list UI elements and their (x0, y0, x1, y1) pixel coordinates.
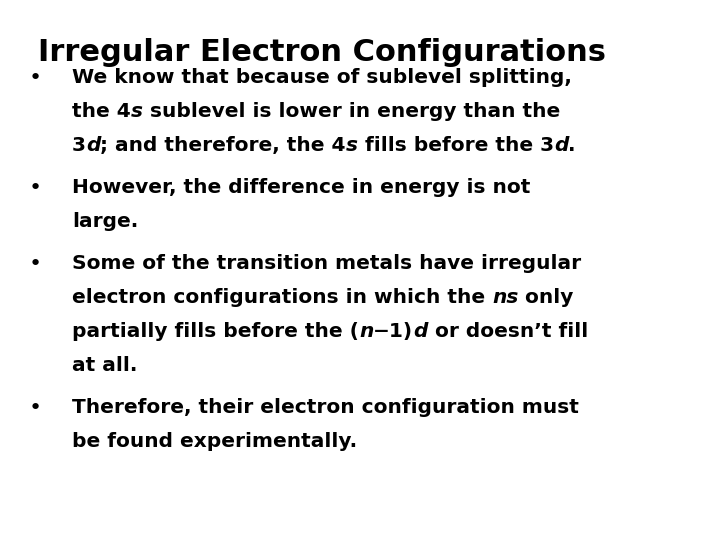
Text: large.: large. (72, 212, 138, 231)
Text: ; and therefore, the 4: ; and therefore, the 4 (100, 136, 346, 155)
Text: Therefore, their electron configuration must: Therefore, their electron configuration … (72, 398, 579, 417)
Text: electron configurations in which the: electron configurations in which the (72, 288, 492, 307)
Text: partially fills before the (: partially fills before the ( (72, 322, 359, 341)
Text: ns: ns (492, 288, 518, 307)
Text: only: only (518, 288, 574, 307)
Text: fills before the 3: fills before the 3 (358, 136, 554, 155)
Text: n: n (359, 322, 373, 341)
Text: be found experimentally.: be found experimentally. (72, 432, 357, 451)
Text: •: • (29, 68, 42, 88)
Text: or doesn’t fill: or doesn’t fill (428, 322, 588, 341)
Text: s: s (131, 102, 143, 121)
Text: sublevel is lower in energy than the: sublevel is lower in energy than the (143, 102, 560, 121)
Text: Irregular Electron Configurations: Irregular Electron Configurations (38, 38, 606, 67)
Text: d: d (86, 136, 100, 155)
Text: 3: 3 (72, 136, 86, 155)
Text: the 4: the 4 (72, 102, 131, 121)
Text: d: d (413, 322, 428, 341)
Text: •: • (29, 254, 42, 274)
Text: −1): −1) (373, 322, 413, 341)
Text: We know that because of sublevel splitting,: We know that because of sublevel splitti… (72, 68, 572, 87)
Text: .: . (568, 136, 576, 155)
Text: d: d (554, 136, 568, 155)
Text: s: s (346, 136, 358, 155)
Text: •: • (29, 398, 42, 418)
Text: However, the difference in energy is not: However, the difference in energy is not (72, 178, 531, 197)
Text: •: • (29, 178, 42, 198)
Text: Some of the transition metals have irregular: Some of the transition metals have irreg… (72, 254, 581, 273)
Text: at all.: at all. (72, 356, 138, 375)
